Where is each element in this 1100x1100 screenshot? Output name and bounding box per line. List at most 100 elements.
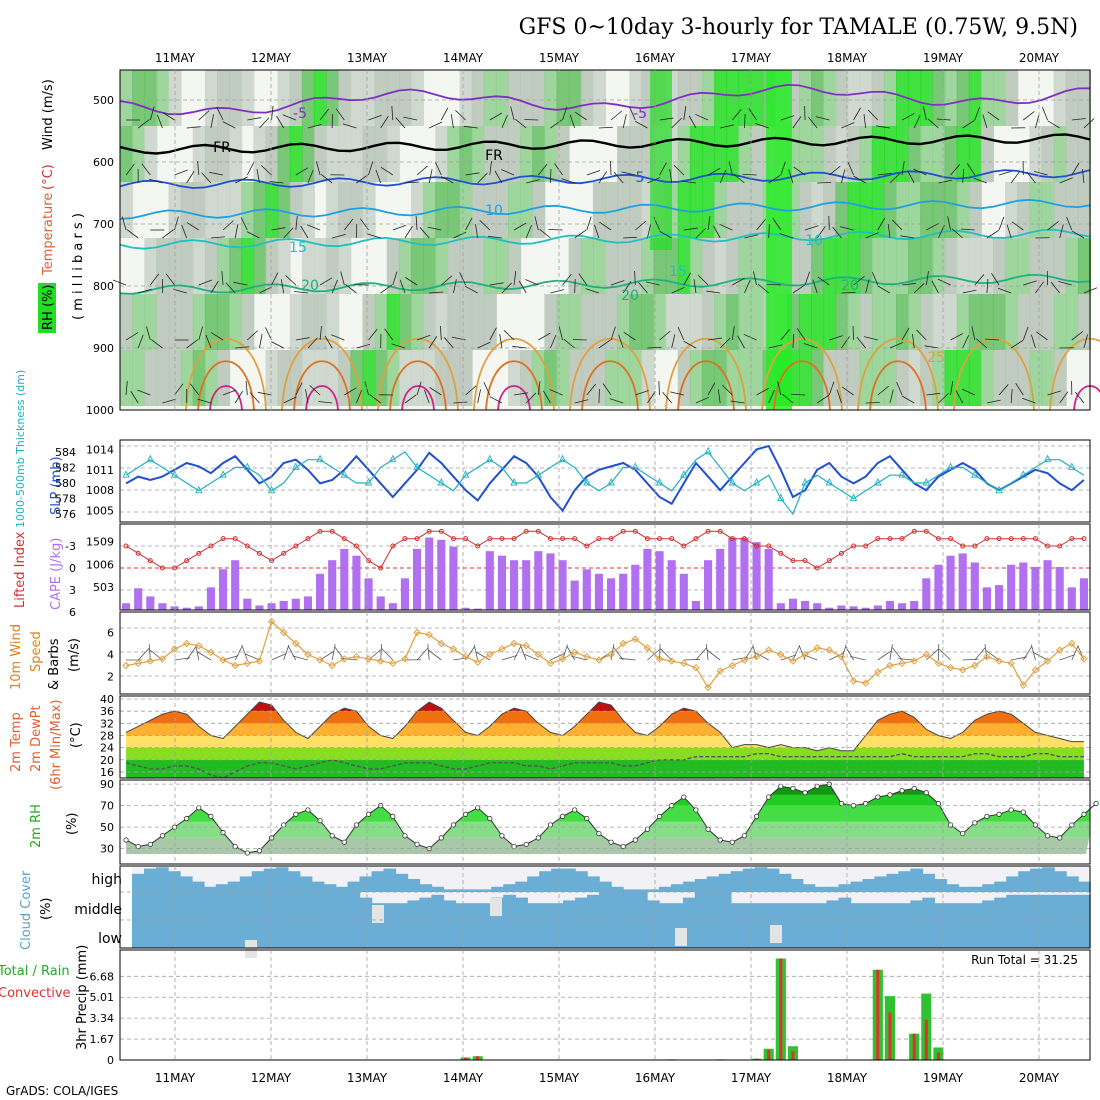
wind-barb bbox=[658, 380, 660, 396]
wind-barb bbox=[225, 282, 236, 294]
rh-shade-cell bbox=[556, 294, 570, 350]
wind-barb bbox=[695, 396, 709, 404]
wind-barb bbox=[808, 116, 818, 129]
rh-shade-cell bbox=[799, 70, 813, 126]
wind-barb bbox=[719, 337, 731, 349]
cloud-gap bbox=[770, 925, 782, 943]
isotherm-30 bbox=[581, 360, 639, 411]
wind-barb bbox=[622, 114, 627, 129]
rh-shade-cell bbox=[120, 294, 134, 350]
wind-speed-marker bbox=[813, 644, 821, 652]
wind-barb bbox=[707, 650, 721, 661]
rh-shade-cell bbox=[932, 126, 946, 182]
wind-barb bbox=[683, 659, 700, 661]
wind-barb bbox=[578, 273, 588, 286]
rh-shade-cell bbox=[689, 350, 703, 406]
temperature-label: Temperature bbox=[41, 193, 56, 276]
cloud-low-bar bbox=[335, 920, 349, 948]
wind-barb bbox=[829, 335, 843, 341]
wind-barb bbox=[201, 172, 212, 184]
wind-barb bbox=[543, 390, 551, 404]
lifted-index-marker bbox=[632, 528, 638, 534]
wind-barb bbox=[198, 279, 213, 286]
wind-barb bbox=[271, 272, 279, 286]
rh-shade-cell bbox=[956, 70, 970, 126]
lifted-index-marker bbox=[450, 536, 456, 542]
cloud-high-bar bbox=[455, 889, 469, 892]
lifted-index-marker bbox=[366, 558, 372, 564]
wind-speed-marker bbox=[328, 661, 336, 670]
wind-speed-marker bbox=[461, 652, 470, 661]
cloud-low-bar bbox=[718, 920, 732, 948]
rh-marker bbox=[365, 811, 372, 817]
cloud-high-bar bbox=[838, 884, 852, 892]
wind-barb bbox=[766, 283, 781, 286]
rh-shade-cell bbox=[653, 294, 667, 350]
cloud-low-bar bbox=[599, 920, 612, 948]
cape-bar bbox=[158, 603, 167, 610]
cloud-middle-bar bbox=[742, 903, 756, 920]
cloud-gap bbox=[245, 940, 257, 958]
wind-barb bbox=[247, 117, 262, 121]
rh-shade-cell bbox=[689, 70, 703, 126]
precipitation-panel: 01.673.345.016.68 bbox=[90, 949, 1091, 1067]
cloud-middle-bar bbox=[335, 892, 349, 920]
wind-speed-marker bbox=[728, 661, 737, 670]
y-tick-label: 36 bbox=[100, 705, 114, 718]
wind-barb bbox=[137, 648, 150, 661]
wind-barb bbox=[428, 169, 433, 184]
lifted-index-label: Lifted Index bbox=[13, 531, 28, 608]
lifted-index-marker bbox=[353, 543, 359, 549]
cloud-high-bar bbox=[371, 871, 385, 892]
cape-bar bbox=[1007, 564, 1016, 610]
thickness-marker bbox=[534, 470, 543, 478]
wind-barb bbox=[974, 106, 980, 121]
lifted-index-marker bbox=[838, 550, 844, 556]
wind-barb bbox=[1071, 162, 1080, 176]
cloud-middle-bar bbox=[970, 903, 983, 920]
cape-bar bbox=[582, 569, 591, 610]
wind-barb bbox=[695, 113, 709, 121]
rh-shade-cell bbox=[908, 70, 922, 126]
wind-barb bbox=[538, 163, 548, 176]
wind-speed-marker bbox=[316, 656, 324, 664]
wind-barb bbox=[662, 392, 672, 404]
wind-barb bbox=[245, 381, 248, 396]
cloud-high-bar bbox=[527, 876, 540, 892]
rh-shade-cell bbox=[617, 294, 631, 350]
wind-barb bbox=[428, 336, 438, 349]
y-tick-label: 5.01 bbox=[90, 991, 115, 1004]
wind-barb bbox=[1006, 224, 1012, 239]
wind-barb bbox=[768, 223, 770, 239]
wind-barb bbox=[586, 216, 592, 231]
wind-barb bbox=[927, 118, 939, 129]
wind-speed-marker bbox=[389, 659, 397, 668]
wind-barb bbox=[792, 116, 802, 129]
rh-shade-cell bbox=[508, 350, 522, 406]
wind-barb bbox=[730, 400, 745, 404]
wind-barb bbox=[991, 273, 1000, 286]
wind-barb bbox=[671, 334, 676, 349]
wind-speed-marker bbox=[946, 663, 955, 672]
thickness-marker bbox=[195, 485, 203, 494]
rh-marker bbox=[911, 785, 917, 792]
cloud-high-bar bbox=[754, 867, 768, 892]
rh-shade-cell bbox=[1029, 294, 1043, 350]
cloud-high-bar bbox=[395, 873, 409, 892]
rh-shade-cell bbox=[677, 70, 691, 126]
wind-barb bbox=[1023, 111, 1035, 121]
rh-shade-cell bbox=[229, 126, 243, 182]
precip-convective-bar bbox=[464, 1057, 468, 1060]
lifted-index-marker bbox=[414, 536, 420, 542]
cloud-high-bar bbox=[922, 873, 936, 892]
wind-barb bbox=[586, 170, 601, 176]
rh-shade-cell bbox=[435, 238, 449, 294]
wind-barb bbox=[404, 181, 419, 184]
wind-barb bbox=[728, 161, 733, 176]
wind-barb bbox=[428, 649, 442, 661]
wind-barb bbox=[455, 109, 466, 121]
cloud-low-bar bbox=[646, 920, 660, 948]
wind-barb bbox=[733, 173, 745, 184]
millibars-label: ( m i l l i b a r s ) bbox=[71, 213, 86, 320]
rh-shade-cell bbox=[132, 294, 146, 350]
